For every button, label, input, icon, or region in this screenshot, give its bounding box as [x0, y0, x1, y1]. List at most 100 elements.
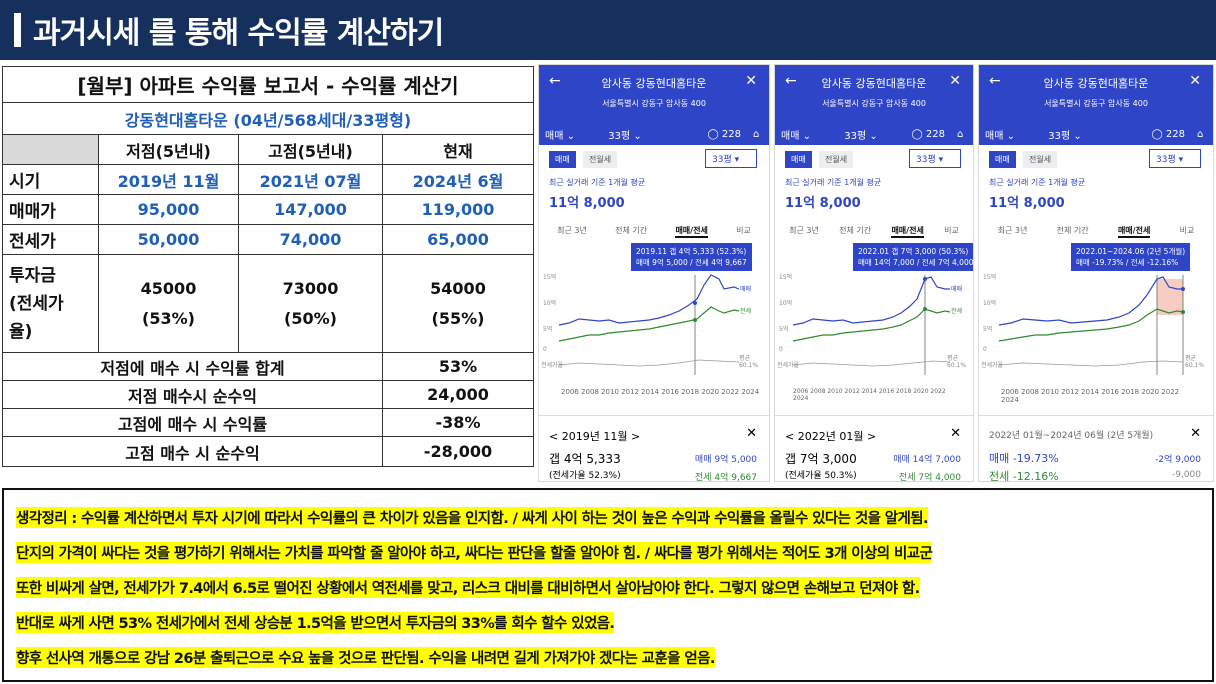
- close-icon[interactable]: ✕: [745, 73, 757, 89]
- sale-detail: 매매 9억 5,000: [695, 452, 757, 465]
- tab-period[interactable]: 최근 3년: [789, 226, 819, 235]
- yield-report-table: [월부] 아파트 수익률 보고서 - 수익률 계산기 강동현대홈타운 (04년/…: [2, 66, 534, 467]
- svg-text:0: 0: [983, 346, 987, 353]
- complex-address: 서울특별시 강동구 암사동 400: [1044, 99, 1148, 108]
- sale-change: 매매 -19.73%: [989, 452, 1059, 465]
- svg-text:5억: 5억: [543, 325, 552, 333]
- jeonse-detail-label: 전세: [898, 473, 916, 482]
- period-tabs: 최근 3년 전체 기간 매매/전세 비교: [775, 225, 973, 238]
- pyeong-select[interactable]: 33평 ⌄: [595, 127, 655, 142]
- sale-detail-label: 매매: [893, 455, 910, 465]
- bell-icon[interactable]: ⌂: [1197, 128, 1204, 140]
- jeonse-detail-value: 7억 4,000: [918, 473, 961, 482]
- detail-date[interactable]: < 2022년 01월 >: [785, 430, 877, 443]
- tooltip-line: 2019.11 갭 4억 5,333 (52.3%): [636, 247, 747, 256]
- summary-value: 24,000: [382, 380, 534, 409]
- invest-label-line: 율): [9, 321, 33, 342]
- complex-address: 서울특별시 강동구 암사동 400: [822, 99, 926, 108]
- tab-sale[interactable]: 매매: [785, 151, 812, 168]
- tab-period[interactable]: 매매/전세: [1117, 225, 1151, 238]
- detail-panel: 2022년 01월~2024년 06월 (2년 5개월) ✕ 매매 -19.73…: [979, 415, 1213, 481]
- range-highlight: [1157, 279, 1183, 315]
- sale-point: [1181, 287, 1185, 291]
- tab-period[interactable]: 비교: [736, 226, 751, 235]
- pyeong-value: 33평: [1048, 130, 1071, 142]
- tab-sale[interactable]: 매매: [549, 151, 576, 168]
- jeonse-change-amount: -9,000: [1171, 470, 1201, 480]
- detail-date[interactable]: < 2019년 11월 >: [549, 430, 641, 443]
- tab-rent[interactable]: 전월세: [819, 151, 854, 168]
- close-icon[interactable]: ✕: [1189, 73, 1201, 89]
- chart-tooltip: 2022.01~2024.06 (2년 5개월) 매매 -19.73% / 전세…: [1071, 243, 1191, 271]
- panel-header: ← 암사동 강동현대홈타운 ✕ 서울특별시 강동구 암사동 400 매매 ⌄ 3…: [979, 65, 1213, 145]
- complex-name: 암사동 강동현대홈타운: [821, 77, 927, 90]
- tab-sale[interactable]: 매매: [989, 151, 1016, 168]
- jeonse-legend: 전세: [951, 307, 962, 315]
- panel-toolbar: 매매 ⌄ 33평 ⌄ ◯ 228 ⌂: [539, 123, 769, 145]
- pyeong-box[interactable]: 33평 ▾: [909, 149, 961, 168]
- close-icon[interactable]: ✕: [949, 73, 961, 89]
- jeonse-point: [1181, 310, 1185, 314]
- summary-label: 고점 매수 시 순수익: [2, 436, 383, 467]
- sale-point: [693, 301, 697, 305]
- chevron-down-icon: ⌄: [802, 130, 811, 142]
- sale-line: [558, 274, 740, 326]
- back-arrow-icon[interactable]: ←: [549, 73, 561, 89]
- tab-period[interactable]: 매매/전세: [675, 225, 708, 238]
- svg-text:5억: 5억: [779, 325, 788, 333]
- table-cell: 119,000: [382, 194, 534, 225]
- jeonse-line: [792, 308, 951, 342]
- pyeong-box-value: 33평: [712, 155, 732, 165]
- sale-detail-value: 9억 5,000: [714, 455, 757, 465]
- close-icon[interactable]: ✕: [1190, 426, 1201, 441]
- comment-count[interactable]: ◯ 228: [891, 129, 957, 140]
- comment-count-value: 228: [925, 128, 945, 140]
- deal-type-select[interactable]: 매매 ⌄: [545, 127, 595, 142]
- pyeong-box-value: 33평: [1156, 155, 1176, 165]
- tab-period[interactable]: 비교: [1179, 226, 1195, 235]
- close-icon[interactable]: ✕: [950, 426, 961, 441]
- pyeong-box[interactable]: 33평 ▾: [705, 149, 757, 168]
- svg-text:10억: 10억: [543, 299, 556, 307]
- title-bar: 과거시세 를 통해 수익률 계산하기: [0, 0, 1216, 60]
- pyeong-box[interactable]: 33평 ▾: [1149, 149, 1201, 168]
- panel-toolbar: 매매 ⌄ 33평 ⌄ ◯ 228 ⌂: [979, 123, 1213, 145]
- sale-legend: 매매: [951, 285, 962, 293]
- bell-icon[interactable]: ⌂: [753, 128, 760, 140]
- deal-type-select[interactable]: 매매 ⌄: [985, 127, 1035, 142]
- back-arrow-icon[interactable]: ←: [989, 73, 1001, 89]
- close-icon[interactable]: ✕: [746, 426, 757, 441]
- tooltip-line: 매매 9억 5,000 / 전세 4억 9,667: [636, 258, 747, 267]
- recent-label: 최근 실거래 기준 1개월 평균: [785, 178, 882, 187]
- tab-period[interactable]: 최근 3년: [557, 226, 587, 235]
- comment-count[interactable]: ◯ 228: [1095, 129, 1197, 140]
- comment-count[interactable]: ◯ 228: [655, 129, 753, 140]
- tab-period[interactable]: 전체 기간: [615, 226, 648, 235]
- note-text: 향후 선사역 개통으로 강남 26분 출퇴근으로 수요 높을 것으로 판단됨. …: [16, 647, 715, 668]
- bell-icon[interactable]: ⌂: [957, 128, 964, 140]
- tab-period[interactable]: 매매/전세: [891, 225, 924, 238]
- invest-amount: 54000: [430, 278, 486, 298]
- deal-type-select[interactable]: 매매 ⌄: [781, 127, 831, 142]
- pyeong-select[interactable]: 33평 ⌄: [1035, 127, 1095, 142]
- notes-box: 생각정리 : 수익률 계산하면서 투자 시기에 따라서 수익률의 큰 차이가 있…: [2, 488, 1214, 682]
- tab-period[interactable]: 최근 3년: [997, 226, 1028, 235]
- panel-header: ← 암사동 강동현대홈타운 ✕ 서울특별시 강동구 암사동 400 매매 ⌄ 3…: [539, 65, 769, 145]
- table-cell: 2019년 11월: [98, 164, 239, 195]
- table-cell: 65,000: [382, 224, 534, 255]
- comment-icon: ◯: [911, 128, 923, 140]
- back-arrow-icon[interactable]: ←: [785, 73, 797, 89]
- pyeong-select[interactable]: 33평 ⌄: [831, 127, 891, 142]
- table-cell: 50,000: [98, 224, 239, 255]
- tab-period[interactable]: 비교: [944, 226, 959, 235]
- tab-period[interactable]: 전체 기간: [1056, 226, 1089, 235]
- report-title: [월부] 아파트 수익률 보고서 - 수익률 계산기: [2, 66, 534, 103]
- svg-text:0: 0: [779, 346, 783, 353]
- table-cell: 54000 (55%): [382, 254, 534, 353]
- tab-period[interactable]: 전체 기간: [839, 226, 872, 235]
- tab-rent[interactable]: 전월세: [1023, 151, 1058, 168]
- tab-rent[interactable]: 전월세: [583, 151, 618, 168]
